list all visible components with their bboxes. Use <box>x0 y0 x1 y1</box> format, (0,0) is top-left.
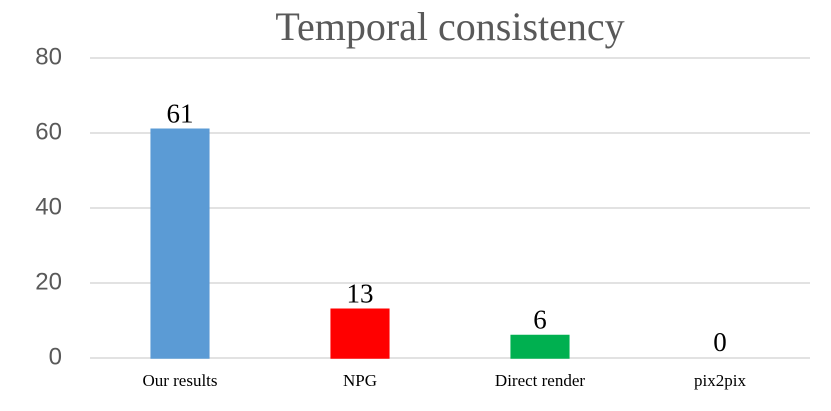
y-tick-label: 0 <box>49 343 62 370</box>
data-label: 13 <box>347 278 374 308</box>
bar <box>510 334 570 359</box>
y-tick-label: 20 <box>35 268 62 295</box>
data-label: 61 <box>167 98 194 128</box>
x-tick-label: Direct render <box>495 371 585 390</box>
x-tick-label: Our results <box>142 371 217 390</box>
bar <box>150 128 210 359</box>
x-tick-label: pix2pix <box>694 371 746 390</box>
y-tick-label: 60 <box>35 118 62 145</box>
data-label: 6 <box>533 305 547 335</box>
data-label: 0 <box>713 327 727 357</box>
y-tick-label: 80 <box>35 43 62 70</box>
bar <box>330 308 390 359</box>
x-tick-label: NPG <box>343 371 377 390</box>
chart-title: Temporal consistency <box>275 4 624 49</box>
y-tick-label: 40 <box>35 193 62 220</box>
